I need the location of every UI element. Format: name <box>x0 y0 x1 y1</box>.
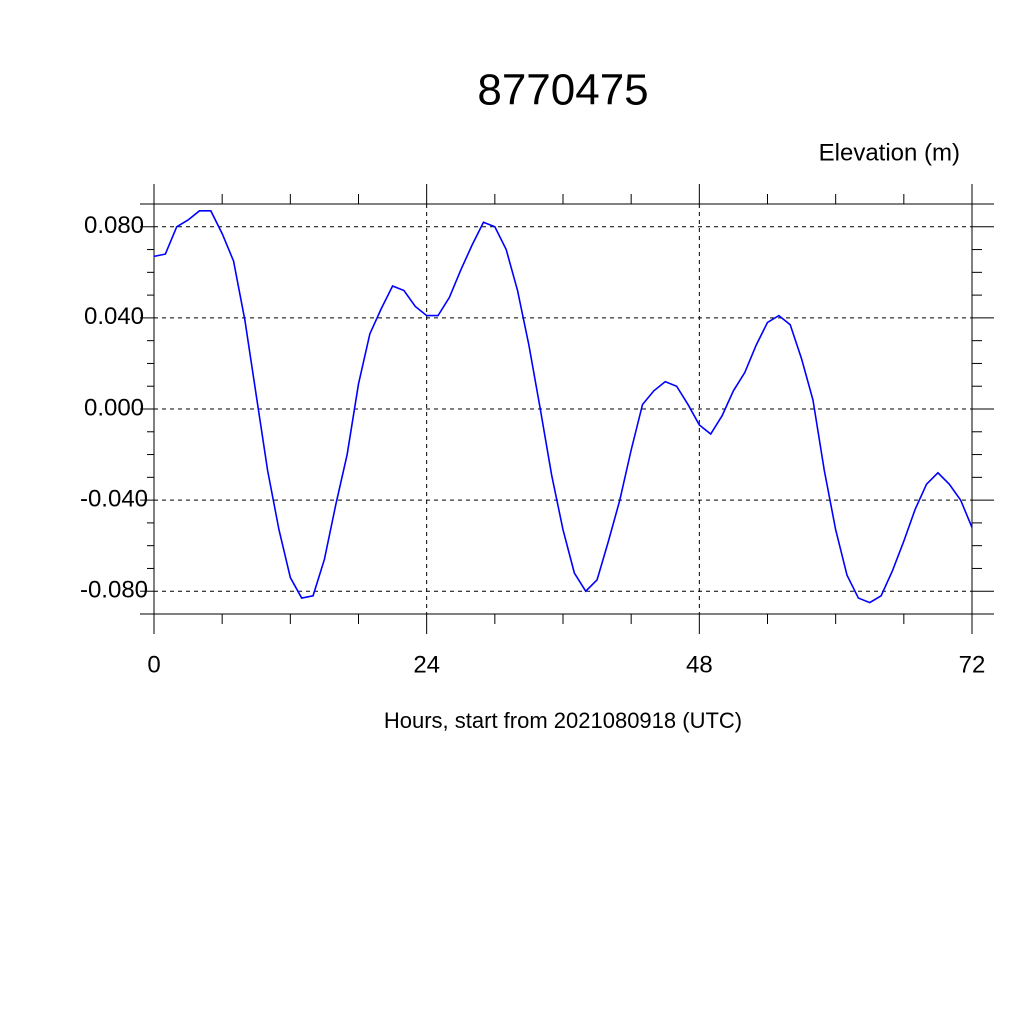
y-tick-label: 0.080 <box>84 212 144 239</box>
y-tick-label: -0.080 <box>80 577 148 604</box>
x-tick-label: 0 <box>147 651 160 678</box>
x-tick-label: 24 <box>413 651 440 678</box>
y-axis-label: Elevation (m) <box>819 139 960 166</box>
x-axis-label: Hours, start from 2021080918 (UTC) <box>384 708 742 733</box>
y-tick-label: -0.040 <box>80 485 148 512</box>
y-tick-label: 0.040 <box>84 303 144 330</box>
x-tick-label: 48 <box>686 651 713 678</box>
data-line <box>153 210 973 604</box>
chart-title: 8770475 <box>477 66 648 115</box>
x-tick-label: 72 <box>959 651 986 678</box>
y-tick-label: 0.000 <box>84 394 144 421</box>
